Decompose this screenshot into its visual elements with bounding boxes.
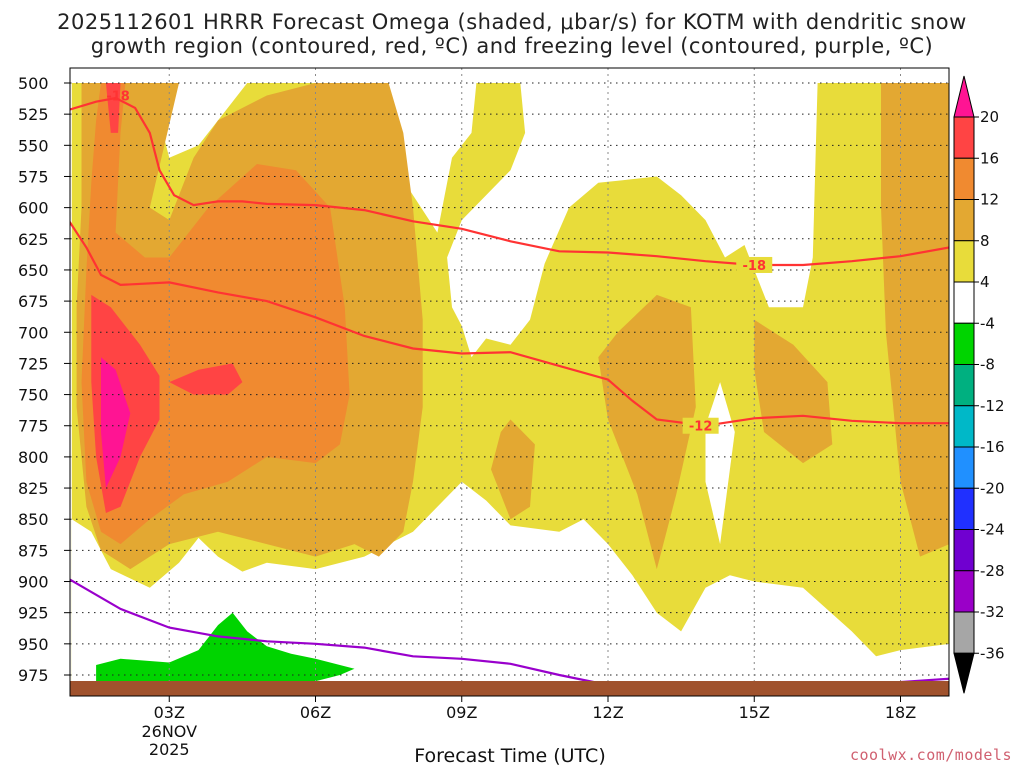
omega-region-17 xyxy=(96,612,355,685)
omega-region-16 xyxy=(101,357,131,489)
chart-title-line-1: 2025112601 HRRR Forecast Omega (shaded, … xyxy=(57,10,967,34)
y-tick-label: 800 xyxy=(18,448,49,467)
colorbar-bottom-arrow xyxy=(953,652,975,694)
y-tick-label: 850 xyxy=(18,510,49,529)
colorbar: 20 16 12 8 4 -4 -8 -12 -16 -20 -24 -28 -32 -36 xyxy=(953,75,1005,694)
colorbar-swatch xyxy=(953,611,975,654)
colorbar-swatch xyxy=(953,364,975,407)
y-tick-label: 725 xyxy=(18,354,49,373)
x-tick-label: 12Z xyxy=(592,703,623,722)
y-tick-label: 925 xyxy=(18,604,49,623)
y-tick-label: 650 xyxy=(18,261,49,280)
colorbar-label: -24 xyxy=(980,521,1005,539)
y-tick-label: 575 xyxy=(18,167,49,186)
y-tick-label: 900 xyxy=(18,573,49,592)
colorbar-label: -16 xyxy=(980,438,1005,456)
omega-region-11 xyxy=(881,83,949,557)
y-tick-label: 950 xyxy=(18,635,49,654)
colorbar-swatch xyxy=(953,405,975,448)
colorbar-swatch xyxy=(953,116,975,159)
omega-region-15 xyxy=(105,83,121,133)
x-tick-label: 03Z xyxy=(154,703,185,722)
omega-region-9 xyxy=(491,419,535,520)
y-tick-label: 875 xyxy=(18,541,49,560)
colorbar-label: -28 xyxy=(980,562,1005,580)
colorbar-swatch xyxy=(953,157,975,200)
colorbar-top-arrow xyxy=(953,75,975,118)
omega-region-5 xyxy=(71,481,949,688)
colorbar-swatch xyxy=(953,570,975,613)
contour-label-minus18: -18 xyxy=(743,259,767,274)
colorbar-label: 12 xyxy=(980,191,999,209)
freezing-level-contour-2 xyxy=(70,578,609,687)
y-tick-label: 825 xyxy=(18,479,49,498)
x-tick-label: 06Z xyxy=(300,703,331,722)
colorbar-label: 20 xyxy=(980,108,999,126)
colorbar-label: -12 xyxy=(980,397,1005,415)
omega-region-10 xyxy=(754,319,833,464)
colorbar-swatch xyxy=(953,487,975,530)
dgz-contour-1 xyxy=(70,220,949,427)
omega-region-3 xyxy=(447,83,818,358)
colorbar-label: -4 xyxy=(980,314,995,332)
contour-label-minus18-bg xyxy=(736,256,773,273)
x-tick-label: 09Z xyxy=(446,703,477,722)
x-tick-label: 18Z xyxy=(885,703,916,722)
colorbar-label: -36 xyxy=(980,644,1005,662)
colorbar-swatch xyxy=(953,322,975,365)
colorbar-label: 8 xyxy=(980,232,990,250)
colorbar-swatch xyxy=(953,446,975,489)
contour-label-minus12: -12 xyxy=(689,420,713,435)
y-tick-label: 775 xyxy=(18,417,49,436)
contour-label-minus12-bg xyxy=(682,417,719,434)
omega-region-14 xyxy=(169,363,243,395)
y-tick-label: 500 xyxy=(18,74,49,93)
contour-label-minus18-top: -18 xyxy=(106,89,130,104)
y-tick-label: 600 xyxy=(18,199,49,218)
colorbar-swatch xyxy=(953,240,975,283)
colorbar-label: -8 xyxy=(980,356,995,374)
y-tick-label: 975 xyxy=(18,666,49,685)
x-axis-label: Forecast Time (UTC) xyxy=(414,745,606,767)
colorbar-label: 16 xyxy=(980,149,999,167)
y-tick-label: 550 xyxy=(18,136,49,155)
omega-region-1 xyxy=(159,83,248,158)
colorbar-swatch xyxy=(953,529,975,572)
x-date-label: 2025 xyxy=(149,740,190,759)
y-tick-label: 525 xyxy=(18,105,49,124)
plot-frame xyxy=(69,67,950,697)
site-credit: coolwx.com/models xyxy=(849,746,1012,764)
chart-title-line-2: growth region (contoured, red, ºC) and f… xyxy=(90,34,934,58)
y-tick-label: 750 xyxy=(18,386,49,405)
x-date-label: 26NOV xyxy=(141,722,197,741)
x-tick-label: 15Z xyxy=(739,703,770,722)
colorbar-swatch xyxy=(953,281,975,324)
colorbar-swatch xyxy=(953,199,975,242)
ground-surface xyxy=(70,681,949,696)
colorbar-label: 4 xyxy=(980,273,990,291)
colorbar-label: -20 xyxy=(980,479,1005,497)
y-tick-label: 700 xyxy=(18,323,49,342)
colorbar-label: -32 xyxy=(980,603,1005,621)
y-tick-label: 625 xyxy=(18,230,49,249)
y-tick-label: 675 xyxy=(18,292,49,311)
